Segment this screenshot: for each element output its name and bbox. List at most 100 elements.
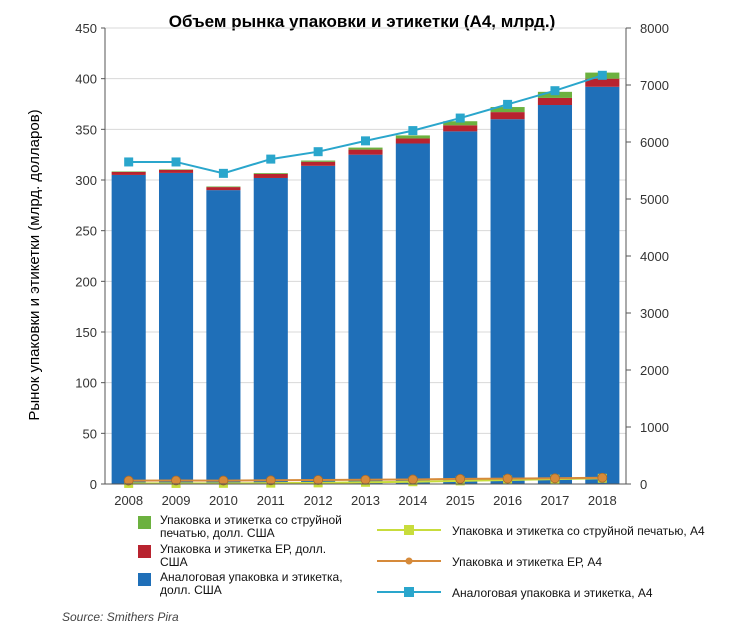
legend-swatch (138, 545, 151, 558)
line-point (123, 475, 134, 486)
legend-label: долл. США (160, 583, 222, 597)
legend-label: Упаковка и этикетка ЕР, А4 (452, 555, 602, 569)
y-right-tick-label: 0 (640, 477, 647, 492)
bars (111, 72, 620, 485)
legend-swatch (138, 516, 151, 529)
bar-segment (490, 119, 525, 484)
bar-segment (253, 177, 288, 484)
bar-segment (206, 187, 241, 191)
y-right-tick-label: 6000 (640, 135, 669, 150)
bar-segment (111, 171, 146, 175)
y-right-tick-label: 1000 (640, 420, 669, 435)
legend-marker (404, 587, 414, 597)
bar-segment (253, 173, 288, 178)
bar-segment (443, 125, 478, 132)
x-tick-label: 2017 (540, 493, 569, 508)
legend-swatch (138, 573, 151, 586)
bar-segment (443, 131, 478, 485)
legend-label: Упаковка и этикетка со струйной (160, 513, 342, 527)
legend: Упаковка и этикетка со струйнойпечатью, … (138, 513, 705, 600)
line-point (171, 475, 181, 486)
line-point (550, 473, 560, 484)
bar-segment (253, 173, 288, 174)
x-tick-label: 2008 (114, 493, 143, 508)
bar-segment (206, 190, 241, 484)
line-point (361, 136, 370, 146)
bar-segment (395, 143, 430, 484)
x-tick-label: 2018 (588, 493, 617, 508)
line-point (124, 157, 134, 167)
y-tick-label: 350 (75, 122, 97, 137)
bar-segment (158, 169, 194, 170)
bar-segment (537, 105, 573, 484)
bar-segment (158, 169, 194, 173)
y-right-tick-label: 2000 (640, 363, 669, 378)
x-tick-label: 2010 (209, 493, 238, 508)
y-right-tick-label: 8000 (640, 21, 669, 36)
bar-segment (585, 86, 620, 485)
line-point (550, 86, 560, 96)
x-tick-label: 2015 (446, 493, 475, 508)
y-right-tick-label: 7000 (640, 78, 669, 93)
y-tick-label: 150 (75, 325, 97, 340)
line-point (455, 113, 465, 123)
bar-segment (158, 172, 194, 484)
line-point (313, 475, 324, 485)
legend-label: Упаковка и этикетка ЕР, долл. (160, 542, 326, 556)
line-point (597, 472, 608, 483)
line-point (407, 474, 418, 485)
line-point (502, 473, 513, 484)
legend-marker (404, 525, 414, 535)
y-tick-label: 200 (75, 274, 97, 289)
bar-segment (301, 160, 336, 162)
bar-segment (395, 138, 430, 144)
bar-segment (490, 107, 525, 113)
bar-segment (395, 135, 430, 139)
y-tick-label: 450 (75, 21, 97, 36)
y-tick-label: 300 (75, 173, 97, 188)
bar-segment (348, 147, 383, 150)
x-tick-label: 2014 (398, 493, 427, 508)
y-tick-label: 100 (75, 376, 97, 391)
bar-segment (537, 97, 573, 106)
bar-segment (443, 121, 478, 126)
legend-label: Аналоговая упаковка и этикетка, (160, 570, 343, 584)
y-tick-label: 0 (90, 477, 97, 492)
x-tick-label: 2011 (257, 493, 285, 508)
source-note: Source: Smithers Pira (62, 610, 179, 624)
bar-segment (111, 171, 146, 172)
line-point (265, 475, 276, 486)
bar-segment (301, 165, 336, 484)
chart-title: Объем рынка упаковки и этикетки (А4, млр… (169, 12, 555, 31)
y-right-tick-label: 3000 (640, 306, 669, 321)
y-axis-label: Рынок упаковки и этикетки (млрд. долларо… (26, 109, 43, 420)
line-point (503, 99, 513, 109)
y-right-tick-label: 5000 (640, 192, 669, 207)
legend-label: США (160, 555, 188, 569)
line-point (360, 474, 371, 485)
line-point (218, 475, 229, 486)
y-tick-label: 250 (75, 224, 97, 239)
line-point (171, 157, 181, 167)
bar-segment (348, 154, 383, 484)
line-point (218, 168, 228, 178)
line-point (455, 473, 466, 484)
lines (123, 70, 608, 488)
legend-label: печатью, долл. США (160, 526, 275, 540)
bar-segment (111, 174, 146, 484)
y-tick-label: 400 (75, 72, 97, 87)
line-point (266, 154, 276, 164)
y-right-tick-label: 4000 (640, 249, 669, 264)
legend-label: Упаковка и этикетка со струйной печатью,… (452, 524, 705, 538)
line-point (408, 126, 418, 136)
x-tick-label: 2013 (351, 493, 380, 508)
axes: 0 50 100 150 200 250 300 350 400 450 0 1000 2000 3000… (75, 21, 669, 508)
y-tick-label: 50 (83, 426, 97, 441)
legend-label: Аналоговая упаковка и этикетка, А4 (452, 586, 653, 600)
x-tick-label: 2016 (493, 493, 522, 508)
bar-segment (490, 112, 525, 120)
bar-segment (206, 186, 241, 188)
bar-segment (301, 161, 336, 166)
bar-segment (585, 78, 620, 87)
